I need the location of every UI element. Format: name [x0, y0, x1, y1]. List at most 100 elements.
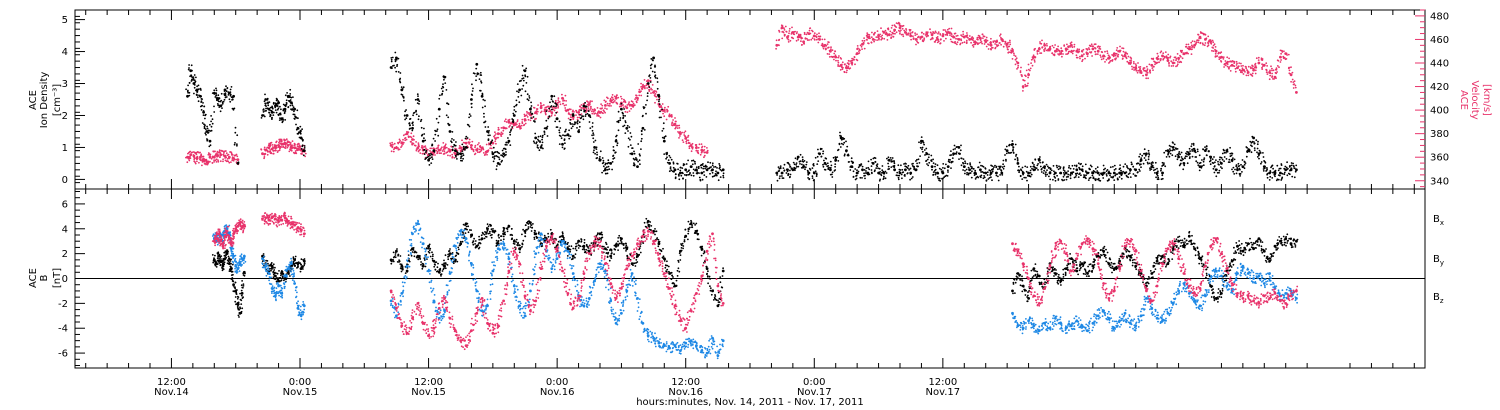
data-point	[1017, 169, 1019, 172]
data-point	[1262, 65, 1264, 67]
data-point	[617, 129, 620, 132]
data-point	[504, 118, 507, 121]
data-point	[493, 151, 496, 154]
data-point	[293, 107, 296, 111]
data-point	[290, 96, 293, 99]
data-point	[683, 134, 686, 136]
data-point	[429, 150, 431, 152]
data-point	[950, 154, 953, 156]
data-point	[203, 105, 206, 108]
data-point	[301, 138, 304, 141]
data-point	[390, 58, 393, 61]
data-point	[675, 124, 678, 127]
data-point	[429, 154, 431, 157]
data-point	[1196, 161, 1199, 164]
data-point	[974, 169, 977, 172]
data-point	[490, 144, 492, 147]
data-point	[806, 37, 808, 40]
data-point	[1056, 166, 1059, 169]
data-point	[1293, 80, 1296, 83]
data-point	[1016, 159, 1019, 162]
data-point	[1081, 170, 1084, 173]
data-point	[1053, 54, 1056, 57]
data-point	[461, 143, 464, 146]
data-point	[1030, 173, 1033, 176]
data-point	[1040, 171, 1043, 173]
data-point	[1214, 161, 1216, 164]
data-point	[1092, 177, 1095, 180]
data-point	[859, 44, 862, 47]
data-point	[1081, 165, 1084, 168]
data-point	[289, 143, 291, 146]
data-point	[677, 168, 679, 171]
data-point	[225, 152, 228, 155]
data-point	[916, 40, 918, 43]
data-point	[1260, 161, 1263, 163]
data-point	[1262, 156, 1265, 158]
data-point	[654, 74, 657, 77]
data-point	[439, 94, 441, 97]
data-point	[562, 102, 564, 105]
data-point	[231, 99, 233, 101]
data-point	[578, 121, 581, 124]
data-point	[271, 106, 273, 109]
data-point	[954, 42, 957, 45]
data-point	[834, 54, 837, 57]
data-point	[530, 101, 532, 104]
data-point	[567, 117, 570, 120]
data-point	[671, 122, 673, 125]
data-point	[575, 114, 577, 116]
data-point	[417, 95, 419, 97]
data-point	[1127, 173, 1130, 176]
data-point	[927, 35, 929, 37]
data-point	[1235, 164, 1238, 166]
data-point	[851, 59, 854, 62]
data-point	[440, 87, 443, 90]
data-point	[416, 102, 419, 104]
data-point	[791, 26, 793, 29]
data-point	[622, 106, 625, 109]
data-point	[480, 149, 483, 152]
data-point	[468, 141, 471, 144]
data-point	[1131, 65, 1133, 68]
data-point	[1268, 78, 1271, 81]
data-point	[470, 102, 473, 105]
data-point	[1021, 75, 1023, 78]
data-point	[1250, 151, 1253, 154]
data-point	[1046, 44, 1048, 47]
data-point	[1001, 40, 1004, 43]
data-point	[654, 65, 657, 68]
data-point	[1233, 65, 1236, 68]
data-point	[484, 105, 486, 108]
data-point	[425, 149, 428, 152]
data-point	[599, 150, 602, 153]
data-point	[1144, 159, 1147, 162]
data-point	[189, 155, 191, 158]
data-point	[856, 172, 859, 175]
data-point	[1288, 72, 1291, 75]
data-point	[288, 100, 291, 102]
data-point	[1062, 175, 1065, 178]
data-point	[196, 91, 199, 93]
data-point	[1214, 52, 1217, 55]
data-point	[605, 172, 607, 175]
data-point	[1054, 44, 1056, 46]
data-point	[1076, 172, 1079, 175]
data-point	[828, 56, 831, 58]
data-point	[500, 131, 503, 134]
data-point	[188, 82, 191, 84]
data-point	[685, 142, 688, 145]
data-point	[643, 86, 646, 89]
data-point	[272, 101, 275, 104]
data-point	[444, 76, 447, 78]
data-point	[538, 149, 541, 152]
data-point	[703, 171, 705, 173]
data-point	[188, 157, 191, 160]
data-point	[982, 37, 984, 39]
data-point	[1026, 84, 1029, 87]
data-point	[817, 41, 820, 44]
data-point	[863, 172, 865, 175]
data-point	[1043, 165, 1046, 169]
data-point	[612, 101, 615, 103]
data-point	[624, 120, 627, 122]
